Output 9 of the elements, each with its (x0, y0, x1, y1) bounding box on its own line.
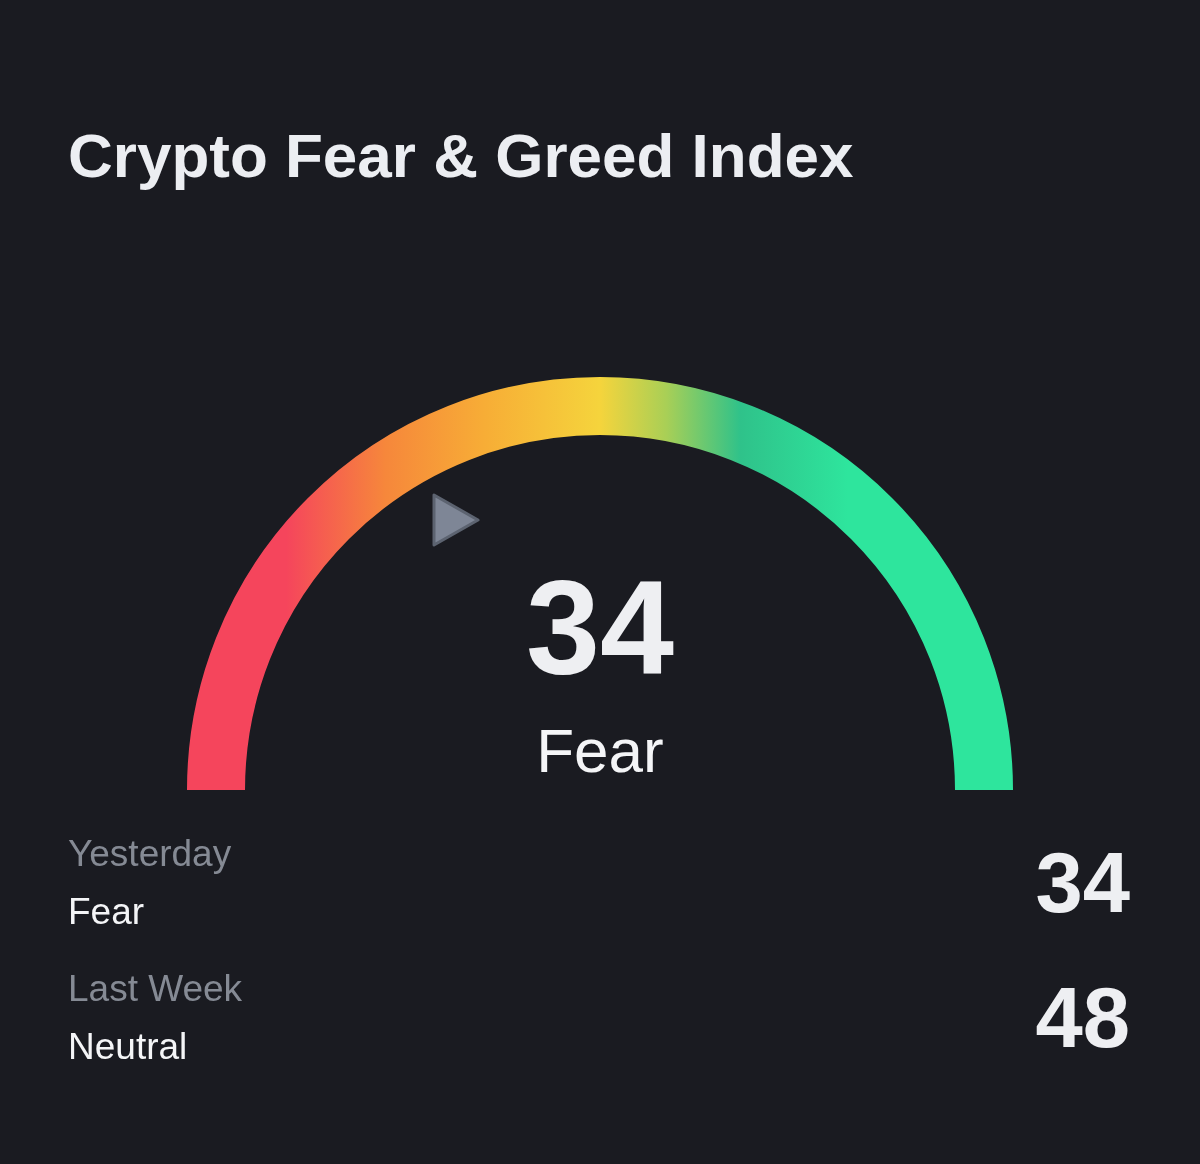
category-label: Last Week (68, 968, 243, 1009)
text: Fear (535, 716, 665, 785)
data-label: 34 (1035, 835, 1130, 930)
category-label: Yesterday (68, 833, 232, 874)
data-label: 34 (525, 554, 675, 702)
text: Crypto Fear & Greed Index (68, 121, 854, 190)
text: Neutral (68, 1026, 188, 1067)
text: Fear (68, 891, 145, 932)
data-label: 48 (1035, 970, 1130, 1065)
